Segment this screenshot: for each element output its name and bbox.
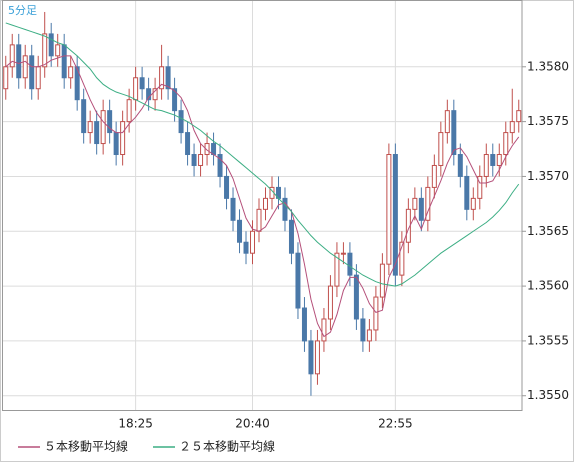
legend-label: ５本移動平均線 (44, 439, 128, 454)
candle-body (425, 186, 431, 221)
candle-body (334, 252, 340, 287)
candle-body (308, 340, 314, 375)
y-tick-label: 1.3580 (527, 59, 569, 73)
candle-body (185, 132, 191, 156)
candle-body (262, 197, 268, 210)
candle-body (152, 88, 158, 101)
y-tick-label: 1.3555 (527, 333, 569, 347)
candle-body (61, 44, 67, 79)
candle-body (126, 99, 132, 123)
candle-body (353, 274, 359, 320)
candle-body (457, 154, 463, 177)
candle-body (22, 55, 28, 79)
candle-body (48, 33, 54, 57)
candle-body (438, 132, 444, 166)
candle-body (81, 99, 87, 134)
candle-body (146, 88, 152, 101)
candle-body (16, 44, 22, 79)
candle-body (412, 197, 418, 210)
candle-body (217, 154, 223, 177)
moving-average-line (5, 55, 520, 338)
candle-body (490, 154, 496, 166)
candle-body (198, 154, 204, 166)
candle-body (29, 55, 35, 90)
candle-body (139, 77, 145, 90)
candle-body (314, 340, 320, 375)
candle-body (55, 44, 61, 57)
candle-body (224, 175, 230, 199)
candle-body (250, 230, 256, 254)
candle-body (68, 66, 74, 79)
candle-body (366, 329, 372, 342)
candle-body (503, 132, 509, 156)
candle-body (243, 241, 249, 254)
candle-body (451, 110, 457, 156)
candle-body (301, 307, 307, 342)
plot-area (2, 0, 523, 411)
candle-body (159, 66, 165, 90)
candle-body (444, 110, 450, 134)
candle-body (113, 132, 119, 156)
candle-body (35, 66, 41, 90)
candle-body (464, 175, 470, 210)
candle-body (509, 121, 515, 134)
y-tick-label: 1.3565 (527, 224, 569, 238)
candle-body (431, 164, 437, 188)
candle-body (340, 252, 346, 255)
candle-body (295, 252, 301, 309)
candle-body (483, 154, 489, 177)
candle-body (386, 154, 392, 265)
candle-body (165, 66, 171, 90)
candle-body (178, 110, 184, 134)
candle-body (347, 252, 353, 276)
candle-body (496, 154, 502, 166)
candle-body (470, 197, 476, 210)
candle-body (392, 154, 398, 276)
timeframe-label: 5分足 (8, 4, 37, 17)
candle-body (399, 241, 405, 276)
candle-body (87, 121, 93, 134)
candle-body (256, 208, 262, 232)
candle-body (133, 77, 139, 101)
candle-body (516, 110, 522, 123)
moving-average-line (5, 22, 520, 287)
candle-body (120, 121, 126, 156)
candle-body (191, 154, 197, 166)
y-tick-label: 1.3570 (527, 169, 569, 183)
candle-body (204, 143, 210, 156)
candle-body (379, 263, 385, 298)
candle-body (9, 44, 15, 68)
candle-body (327, 285, 333, 320)
candle-body (172, 88, 178, 112)
candle-body (230, 197, 236, 221)
candle-body (288, 219, 294, 254)
candle-body (282, 197, 288, 221)
candle-body (237, 219, 243, 243)
candle-body (100, 110, 106, 145)
candle-body (107, 110, 113, 134)
candle-body (211, 143, 217, 156)
candle-body (373, 296, 379, 331)
x-tick-label: 22:55 (378, 417, 413, 431)
candle-body (74, 66, 80, 101)
candle-body (477, 175, 483, 199)
candle-body (3, 66, 9, 90)
candle-body (321, 318, 327, 342)
candle-body (42, 33, 48, 68)
x-tick-label: 18:25 (118, 417, 153, 431)
candle-body (418, 197, 424, 221)
y-tick-label: 1.3550 (527, 388, 569, 402)
candle-body (94, 121, 100, 145)
legend-label: ２５本移動平均線 (179, 439, 275, 454)
candle-body (360, 318, 366, 342)
y-tick-label: 1.3575 (527, 114, 569, 128)
x-tick-label: 20:40 (235, 417, 270, 431)
y-tick-label: 1.3560 (527, 279, 569, 293)
